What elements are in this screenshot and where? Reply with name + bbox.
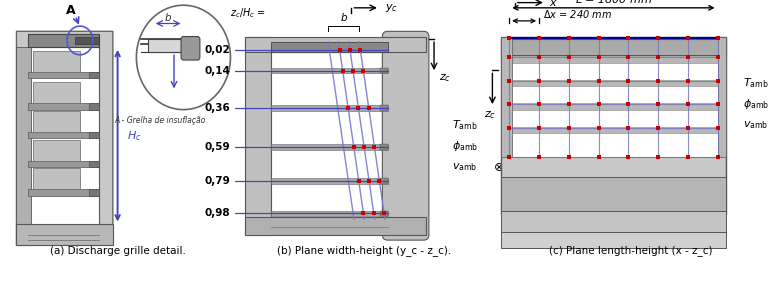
Text: (a) Discharge grille detail.: (a) Discharge grille detail. — [49, 246, 186, 256]
FancyBboxPatch shape — [380, 211, 388, 216]
Text: $\Delta x$ = 240 mm: $\Delta x$ = 240 mm — [543, 8, 612, 20]
FancyBboxPatch shape — [29, 160, 99, 167]
FancyBboxPatch shape — [76, 37, 99, 44]
FancyBboxPatch shape — [271, 52, 388, 219]
FancyBboxPatch shape — [29, 103, 99, 110]
Circle shape — [136, 5, 231, 110]
FancyBboxPatch shape — [29, 189, 99, 196]
FancyBboxPatch shape — [271, 178, 388, 184]
Text: 0,14: 0,14 — [204, 66, 230, 76]
FancyBboxPatch shape — [510, 55, 718, 157]
FancyBboxPatch shape — [29, 132, 99, 138]
Text: 0,36: 0,36 — [204, 103, 230, 113]
Text: $b$: $b$ — [164, 11, 172, 23]
Text: $x$: $x$ — [549, 0, 557, 8]
FancyBboxPatch shape — [501, 39, 726, 57]
FancyBboxPatch shape — [33, 139, 80, 160]
FancyBboxPatch shape — [16, 224, 113, 245]
FancyBboxPatch shape — [380, 178, 388, 184]
FancyBboxPatch shape — [89, 132, 99, 138]
FancyBboxPatch shape — [510, 103, 718, 110]
FancyBboxPatch shape — [718, 37, 726, 157]
FancyBboxPatch shape — [510, 56, 718, 63]
FancyBboxPatch shape — [380, 106, 388, 111]
Text: $\phi_\mathrm{amb}$: $\phi_\mathrm{amb}$ — [743, 97, 769, 111]
FancyBboxPatch shape — [89, 103, 99, 110]
FancyBboxPatch shape — [29, 34, 99, 47]
Text: $v_\mathrm{amb}$: $v_\mathrm{amb}$ — [452, 161, 477, 173]
Text: $T_\mathrm{amb}$: $T_\mathrm{amb}$ — [743, 77, 769, 90]
Text: $H_c$: $H_c$ — [127, 129, 142, 143]
Text: $z_c/H_c$ =: $z_c/H_c$ = — [230, 6, 266, 20]
Text: $L$ = 1800 mm: $L$ = 1800 mm — [574, 0, 652, 5]
Text: $v_\mathrm{amb}$: $v_\mathrm{amb}$ — [743, 119, 768, 131]
Polygon shape — [29, 47, 99, 227]
FancyBboxPatch shape — [245, 37, 271, 235]
Text: (b) Plane width-height (y_c - z_c).: (b) Plane width-height (y_c - z_c). — [277, 245, 452, 256]
FancyBboxPatch shape — [501, 37, 726, 214]
Text: 0,02: 0,02 — [204, 45, 230, 55]
Text: $y_c$: $y_c$ — [385, 2, 398, 14]
FancyBboxPatch shape — [501, 211, 726, 235]
FancyBboxPatch shape — [380, 68, 388, 73]
FancyBboxPatch shape — [380, 144, 388, 150]
Polygon shape — [16, 31, 113, 245]
FancyBboxPatch shape — [16, 47, 31, 230]
Text: $z_c$: $z_c$ — [439, 72, 451, 84]
FancyBboxPatch shape — [89, 189, 99, 196]
FancyBboxPatch shape — [510, 79, 718, 86]
FancyBboxPatch shape — [33, 168, 80, 189]
FancyBboxPatch shape — [33, 82, 80, 103]
FancyBboxPatch shape — [501, 177, 726, 214]
FancyBboxPatch shape — [271, 68, 388, 73]
FancyBboxPatch shape — [271, 106, 388, 111]
Text: 0,98: 0,98 — [204, 208, 230, 218]
FancyBboxPatch shape — [245, 37, 426, 52]
FancyBboxPatch shape — [29, 72, 99, 78]
Text: 0,79: 0,79 — [204, 176, 230, 186]
FancyBboxPatch shape — [510, 126, 718, 133]
FancyBboxPatch shape — [33, 51, 80, 72]
Text: $\otimes$: $\otimes$ — [493, 161, 505, 173]
FancyBboxPatch shape — [89, 72, 99, 78]
FancyBboxPatch shape — [245, 217, 426, 235]
FancyBboxPatch shape — [501, 232, 726, 248]
FancyBboxPatch shape — [33, 111, 80, 132]
FancyBboxPatch shape — [181, 37, 200, 60]
FancyBboxPatch shape — [501, 37, 512, 157]
FancyBboxPatch shape — [89, 160, 99, 167]
Text: A: A — [66, 4, 76, 17]
FancyBboxPatch shape — [271, 144, 388, 150]
FancyBboxPatch shape — [271, 42, 388, 52]
Text: A - Grelha de insuflação: A - Grelha de insuflação — [114, 116, 206, 125]
Text: $T_\mathrm{amb}$: $T_\mathrm{amb}$ — [452, 118, 478, 132]
Text: $z_c$: $z_c$ — [484, 110, 496, 122]
FancyBboxPatch shape — [148, 39, 183, 52]
FancyBboxPatch shape — [271, 211, 388, 216]
FancyBboxPatch shape — [382, 31, 429, 240]
Text: (c) Plane length-height (x - z_c): (c) Plane length-height (x - z_c) — [548, 245, 712, 256]
Text: $\phi_\mathrm{amb}$: $\phi_\mathrm{amb}$ — [452, 139, 478, 153]
Text: $b$: $b$ — [339, 11, 348, 23]
Text: 0,59: 0,59 — [204, 142, 230, 152]
